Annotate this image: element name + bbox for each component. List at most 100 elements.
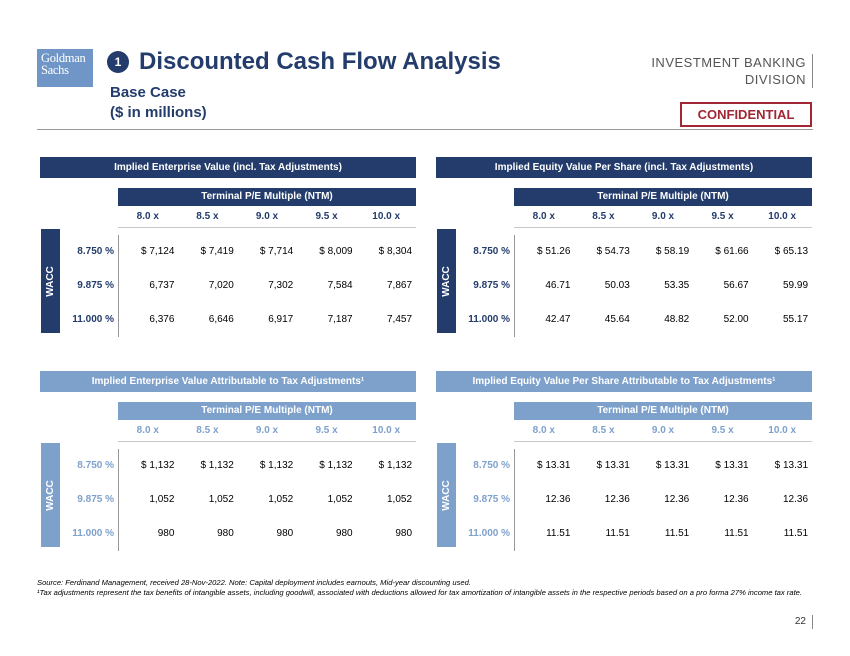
wacc-axis-label: WACC xyxy=(41,443,60,547)
table-cell: 48.82 xyxy=(664,314,690,325)
logo-line-2: Sachs xyxy=(41,63,69,77)
header-divider xyxy=(37,129,813,130)
column-header: 8.0 x xyxy=(532,211,555,222)
wacc-text: WACC xyxy=(45,479,56,511)
row-label: 11.000 % xyxy=(60,517,119,551)
panel-title: Implied Equity Value Per Share (incl. Ta… xyxy=(436,157,812,178)
wacc-text: WACC xyxy=(441,265,452,297)
table-row: 980 980 980 980 980 xyxy=(119,517,416,551)
page-number: 22 xyxy=(795,615,813,629)
confidential-stamp: CONFIDENTIAL xyxy=(680,102,812,127)
table-cell: 53.35 xyxy=(664,280,690,291)
wacc-text: WACC xyxy=(45,265,56,297)
row-label: 8.750 % xyxy=(60,235,119,269)
table-cell: 11.51 xyxy=(724,528,749,539)
table-cell: 1,052 xyxy=(327,494,353,505)
table-cell: 52.00 xyxy=(723,314,749,325)
multiple-header: Terminal P/E Multiple (NTM) xyxy=(514,188,812,206)
page-subtitle: Base Case ($ in millions) xyxy=(110,83,207,123)
column-divider xyxy=(118,227,416,228)
table-cell: $ 13.31 xyxy=(596,460,630,471)
row-label: 11.000 % xyxy=(456,303,515,337)
column-header: 9.0 x xyxy=(651,425,675,436)
table-cell: $ 8,304 xyxy=(378,246,413,257)
row-label: 9.875 % xyxy=(60,483,119,517)
panel-title: Implied Enterprise Value Attributable to… xyxy=(40,371,416,392)
table-cell: 59.99 xyxy=(783,280,809,291)
table-cell: 7,584 xyxy=(327,280,353,291)
table-cell: 7,020 xyxy=(208,280,234,291)
table-cell: 1,052 xyxy=(387,494,413,505)
table-cell: $ 54.73 xyxy=(596,246,630,257)
table-cell: 56.67 xyxy=(723,280,749,291)
table-cell: 6,917 xyxy=(268,314,294,325)
table-cell: 11.51 xyxy=(546,528,571,539)
sensitivity-panel: Implied Enterprise Value (incl. Tax Adju… xyxy=(40,157,416,339)
sensitivity-panel: Implied Equity Value Per Share Attributa… xyxy=(436,371,812,553)
sensitivity-panel: Implied Equity Value Per Share (incl. Ta… xyxy=(436,157,812,339)
division-label: INVESTMENT BANKING DIVISION xyxy=(651,54,813,88)
table-cell: 11.51 xyxy=(605,528,630,539)
column-header: 9.5 x xyxy=(711,211,734,222)
table-row: $ 7,124 $ 7,419 $ 7,714 $ 8,009 $ 8,304 xyxy=(119,235,416,269)
table-cell: $ 51.26 xyxy=(537,246,571,257)
table-row: $ 1,132 $ 1,132 $ 1,132 $ 1,132 $ 1,132 xyxy=(119,449,416,483)
row-label: 9.875 % xyxy=(456,269,515,303)
table-cell: 46.71 xyxy=(545,280,571,291)
table-row: 1,052 1,052 1,052 1,052 1,052 xyxy=(119,483,416,517)
table-cell: $ 8,009 xyxy=(319,246,353,257)
subtitle-case: Base Case xyxy=(110,84,186,101)
column-header: 8.5 x xyxy=(592,211,615,222)
column-header: 9.5 x xyxy=(315,425,338,436)
row-label: 11.000 % xyxy=(456,517,515,551)
table-cell: 7,187 xyxy=(327,314,353,325)
column-header: 8.5 x xyxy=(196,211,219,222)
row-label: 8.750 % xyxy=(456,449,515,483)
table-cell: 1,052 xyxy=(149,494,175,505)
table-cell: 12.36 xyxy=(604,494,630,505)
column-header: 9.0 x xyxy=(651,211,675,222)
multiple-header: Terminal P/E Multiple (NTM) xyxy=(514,402,812,420)
table-cell: $ 1,132 xyxy=(319,460,353,471)
table-cell: 42.47 xyxy=(545,314,571,325)
table-cell: 12.36 xyxy=(783,494,809,505)
table-cell: 7,302 xyxy=(268,280,294,291)
table-row: 42.47 45.64 48.82 52.00 55.17 xyxy=(515,303,812,337)
table-cell: $ 61.66 xyxy=(715,246,749,257)
column-header-row: 8.0 x 8.5 x 9.0 x 9.5 x 10.0 x xyxy=(514,209,812,225)
table-cell: $ 13.31 xyxy=(715,460,749,471)
row-label: 9.875 % xyxy=(60,269,119,303)
table-cell: $ 7,714 xyxy=(259,246,294,257)
table-row: 11.51 11.51 11.51 11.51 11.51 xyxy=(515,517,812,551)
column-header: 8.0 x xyxy=(136,425,159,436)
column-header: 9.0 x xyxy=(255,211,279,222)
wacc-axis-label: WACC xyxy=(41,229,60,333)
table-cell: 1,052 xyxy=(208,494,234,505)
column-header: 8.0 x xyxy=(532,425,555,436)
column-header: 8.5 x xyxy=(196,425,219,436)
column-divider xyxy=(514,227,812,228)
table-cell: $ 1,132 xyxy=(141,460,175,471)
division-line-1: INVESTMENT BANKING xyxy=(651,55,806,70)
source-notes: Source: Ferdinand Management, received 2… xyxy=(37,578,817,598)
table-row: 6,737 7,020 7,302 7,584 7,867 xyxy=(119,269,416,303)
column-header-row: 8.0 x 8.5 x 9.0 x 9.5 x 10.0 x xyxy=(514,423,812,439)
table-cell: 7,867 xyxy=(387,280,413,291)
wacc-axis-label: WACC xyxy=(437,443,456,547)
table-cell: $ 13.31 xyxy=(537,460,571,471)
table-cell: 1,052 xyxy=(268,494,294,505)
panel-title: Implied Enterprise Value (incl. Tax Adju… xyxy=(40,157,416,178)
table-row: $ 13.31 $ 13.31 $ 13.31 $ 13.31 $ 13.31 xyxy=(515,449,812,483)
multiple-header: Terminal P/E Multiple (NTM) xyxy=(118,188,416,206)
section-badge: 1 xyxy=(107,51,129,73)
table-cell: 6,376 xyxy=(149,314,175,325)
table-row: 46.71 50.03 53.35 56.67 59.99 xyxy=(515,269,812,303)
table-cell: 12.36 xyxy=(664,494,690,505)
table-cell: 6,646 xyxy=(208,314,234,325)
column-header: 9.0 x xyxy=(255,425,279,436)
table-cell: 11.51 xyxy=(664,528,690,539)
table-cell: 12.36 xyxy=(545,494,571,505)
table-cell: $ 7,419 xyxy=(200,246,234,257)
logo-line-1: Goldman xyxy=(41,51,86,65)
table-cell: 980 xyxy=(335,528,353,539)
